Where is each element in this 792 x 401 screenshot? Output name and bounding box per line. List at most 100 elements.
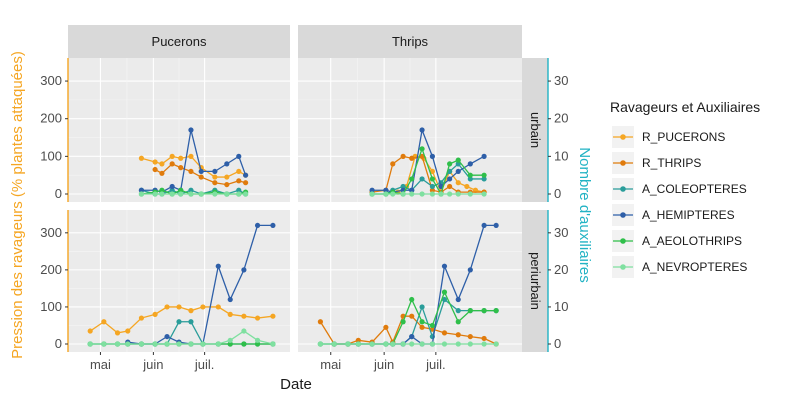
series-a_nevropteres [369, 191, 487, 197]
y-left-tick-label: 300 [40, 225, 62, 240]
data-point [178, 165, 184, 171]
data-point [409, 296, 415, 303]
data-point [178, 191, 184, 197]
x-tick-label: mai [90, 357, 111, 372]
data-point [455, 168, 461, 175]
data-point [224, 191, 230, 197]
data-point [419, 324, 425, 330]
data-point [455, 157, 461, 163]
x-tick-label: juil. [194, 357, 215, 372]
data-point [138, 315, 145, 321]
data-point [114, 330, 121, 336]
data-point [481, 191, 487, 197]
legend-key-point [620, 212, 626, 218]
data-point [164, 304, 170, 310]
data-point [429, 191, 435, 197]
data-point [441, 296, 448, 303]
legend-key-point [620, 134, 626, 140]
data-point [114, 341, 121, 347]
data-point [169, 191, 175, 197]
data-point [481, 172, 487, 178]
data-point [493, 308, 499, 314]
data-point [390, 191, 396, 197]
legend-label: A_HEMIPTERES [642, 208, 735, 222]
data-point [188, 191, 194, 197]
legend-item: A_AEOLOTHRIPS [612, 230, 742, 252]
data-point [355, 337, 361, 343]
series-a_nevropteres [87, 328, 276, 347]
data-point [152, 311, 158, 317]
data-point [254, 315, 261, 321]
data-point [345, 341, 351, 347]
strip-bg-row-0 [522, 58, 548, 202]
series-a_nevropteres [138, 191, 249, 197]
data-point [447, 161, 453, 167]
data-point [188, 153, 194, 159]
data-point [455, 180, 461, 186]
data-point [429, 187, 435, 193]
data-point [317, 319, 323, 325]
data-point [467, 176, 473, 182]
x-tick-label: juin [142, 357, 163, 372]
y-right-tick-label: 30 [554, 225, 568, 240]
data-point [455, 296, 461, 303]
data-point [467, 267, 473, 273]
data-point [481, 222, 487, 229]
legend-label: R_PUCERONS [642, 130, 725, 144]
data-point [419, 153, 425, 159]
data-point [467, 191, 473, 197]
data-point [212, 180, 218, 186]
data-point [400, 183, 406, 190]
data-point [447, 183, 453, 190]
strip-urbain: urbain [528, 112, 543, 148]
strip-bg-col-1 [298, 25, 522, 58]
data-point [241, 313, 247, 319]
legend-item: R_THRIPS [612, 152, 701, 174]
data-point [419, 176, 425, 182]
y-right-tick-label: 20 [554, 262, 568, 277]
data-point [164, 341, 170, 347]
x-tick-label: mai [320, 357, 341, 372]
data-point [215, 341, 221, 347]
data-point [236, 178, 242, 184]
data-point [409, 191, 415, 197]
data-point [212, 168, 218, 175]
data-point [254, 337, 261, 343]
data-point [481, 308, 487, 314]
data-point [243, 180, 249, 186]
data-point [441, 330, 448, 336]
series-r_thrips [152, 161, 249, 188]
data-point [212, 191, 218, 197]
data-point [455, 319, 461, 325]
y-left-tick-label: 100 [40, 148, 62, 163]
data-point [188, 127, 194, 133]
data-point [429, 153, 435, 159]
data-point [400, 153, 406, 159]
data-point [369, 191, 375, 197]
data-point [87, 328, 93, 334]
data-point [383, 187, 389, 193]
data-point [441, 263, 448, 269]
legend-item: A_HEMIPTERES [612, 204, 735, 226]
data-point [200, 304, 206, 310]
data-point [236, 168, 242, 175]
data-point [493, 222, 499, 229]
y-right-tick-label: 20 [554, 111, 568, 126]
data-point [188, 341, 194, 347]
legend-title: Ravageurs et Auxiliaires [610, 99, 760, 115]
data-point [409, 333, 415, 340]
data-point [464, 183, 470, 190]
data-point [198, 168, 204, 175]
data-point [138, 341, 145, 347]
legend-item: R_PUCERONS [612, 126, 725, 148]
data-point [467, 341, 473, 347]
data-point [169, 161, 175, 167]
data-point [270, 222, 276, 229]
data-point [159, 161, 165, 167]
data-point [355, 341, 361, 347]
series-r_pucerons [138, 153, 249, 180]
y-right-tick-label: 0 [554, 336, 561, 351]
data-point [409, 155, 415, 161]
series-line [319, 315, 497, 345]
data-point [241, 267, 247, 273]
